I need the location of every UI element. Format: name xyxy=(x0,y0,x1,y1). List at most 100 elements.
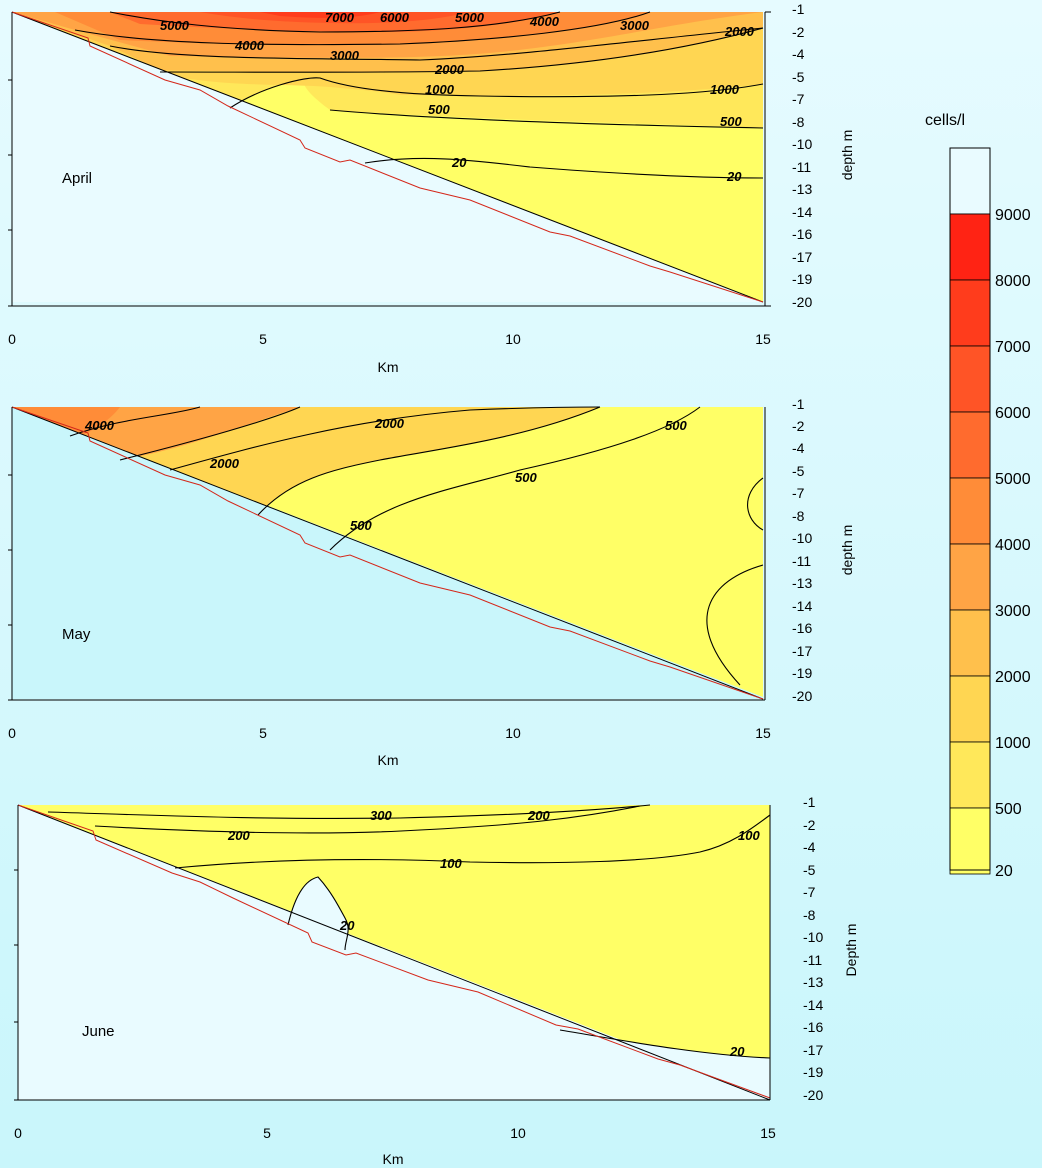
depth-tick-label: -8 xyxy=(792,508,805,524)
depth-tick-label: -5 xyxy=(792,69,805,85)
legend-swatches xyxy=(949,147,991,875)
x-tick-label: 15 xyxy=(760,1125,776,1141)
x-tick-label: 0 xyxy=(8,725,16,741)
panel-april-frame xyxy=(8,11,771,307)
legend-swatch xyxy=(949,609,991,677)
x-tick-label: 5 xyxy=(259,725,267,741)
depth-tick-label: -2 xyxy=(792,24,805,40)
panel-june-labels: 300 200 200 100 100 20 20 xyxy=(227,808,760,1059)
x-tick-label: 0 xyxy=(14,1125,22,1141)
contour-label: 2000 xyxy=(374,416,405,431)
contour-label: 500 xyxy=(515,470,537,485)
panel-label: April xyxy=(62,170,92,187)
depth-tick-label: -10 xyxy=(792,530,812,546)
panel-june-depth-ticks: -1 -2 -4 -5 -7 -8 -10 -11 -13 -14 -16 -1… xyxy=(803,794,823,1103)
depth-tick-label: -7 xyxy=(803,884,816,900)
depth-tick-label: -8 xyxy=(792,114,805,130)
depth-tick-label: -14 xyxy=(803,997,823,1013)
depth-tick-label: -2 xyxy=(792,418,805,434)
depth-tick-label: -7 xyxy=(792,485,805,501)
contour-label: 20 xyxy=(339,918,355,933)
depth-tick-label: -20 xyxy=(792,688,812,704)
contour-label: 3000 xyxy=(620,18,650,33)
panel-april-x-ticks: 0 5 10 15 xyxy=(8,331,771,347)
depth-tick-label: -19 xyxy=(792,665,812,681)
contour-label: 4000 xyxy=(234,38,265,53)
x-axis-title: Km xyxy=(378,752,399,768)
contour-label: 1000 xyxy=(425,82,455,97)
depth-tick-label: -10 xyxy=(803,929,823,945)
depth-tick-label: -11 xyxy=(803,952,822,968)
legend-labels: 9000 8000 7000 6000 5000 4000 3000 2000 1000 500 2… xyxy=(995,207,1031,880)
depth-tick-label: -4 xyxy=(792,46,805,62)
panel-june-shoreline xyxy=(17,804,771,1101)
contour-label: 500 xyxy=(665,418,687,433)
depth-tick-label: -14 xyxy=(792,598,812,614)
contour-label: 500 xyxy=(428,102,450,117)
panel-label: June xyxy=(82,1023,115,1040)
contour-label: 500 xyxy=(720,114,742,129)
panel-june: 300 200 200 100 100 20 20 June 0 5 10 15… xyxy=(14,794,859,1167)
legend-swatch xyxy=(949,345,991,413)
legend-swatch xyxy=(949,147,991,215)
legend-level-label: 1000 xyxy=(995,735,1031,752)
panel-label: May xyxy=(62,626,91,643)
x-tick-label: 10 xyxy=(510,1125,526,1141)
contour-label: 20 xyxy=(729,1044,745,1059)
depth-tick-label: -2 xyxy=(803,817,816,833)
contour-label: 4000 xyxy=(84,418,115,433)
panel-june-contours xyxy=(47,804,771,1059)
contour-label: 20 xyxy=(726,169,742,184)
legend-swatch xyxy=(949,213,991,281)
contour-label: 500 xyxy=(350,518,372,533)
depth-tick-label: -5 xyxy=(803,862,816,878)
legend-level-label: 4000 xyxy=(995,537,1031,554)
depth-tick-label: -19 xyxy=(803,1064,823,1080)
contour-label: 5000 xyxy=(455,10,485,25)
depth-tick-label: -20 xyxy=(792,294,812,310)
legend-level-label: 20 xyxy=(995,863,1013,880)
depth-tick-label: -4 xyxy=(803,839,816,855)
legend-level-label: 6000 xyxy=(995,405,1031,422)
contour-label: 200 xyxy=(527,808,550,823)
depth-tick-label: -1 xyxy=(803,794,816,810)
depth-tick-label: -16 xyxy=(803,1019,823,1035)
contour-label: 20 xyxy=(451,155,467,170)
panel-may: 4000 2000 2000 500 500 500 May 0 5 10 15… xyxy=(8,396,855,768)
contour-label: 300 xyxy=(370,808,392,823)
x-axis-title: Km xyxy=(383,1151,404,1167)
depth-tick-label: -14 xyxy=(792,204,812,220)
depth-tick-label: -13 xyxy=(803,974,823,990)
legend-swatch xyxy=(949,675,991,743)
depth-tick-label: -17 xyxy=(803,1042,823,1058)
legend-level-label: 3000 xyxy=(995,603,1031,620)
legend-level-label: 2000 xyxy=(995,669,1031,686)
contour-label: 100 xyxy=(738,828,760,843)
legend: cells/l 9000 8000 7000 6000 5000 4000 3000 2000… xyxy=(925,112,1031,880)
legend-frame xyxy=(949,147,991,871)
panel-april-depth-ticks: -1 -2 -4 -5 -7 -8 -10 -11 -13 -14 -16 -1… xyxy=(792,1,812,310)
panel-april-shoreline xyxy=(11,11,764,303)
y-axis-title: depth m xyxy=(839,130,855,181)
panel-june-x-ticks: 0 5 10 15 xyxy=(14,1125,776,1141)
depth-tick-label: -17 xyxy=(792,249,812,265)
x-axis-title: Km xyxy=(378,359,399,375)
contour-label: 4000 xyxy=(529,14,560,29)
legend-swatch xyxy=(949,543,991,611)
legend-level-label: 7000 xyxy=(995,339,1031,356)
depth-tick-label: -16 xyxy=(792,620,812,636)
panel-may-contours xyxy=(69,406,764,686)
contour-label: 2000 xyxy=(434,62,465,77)
legend-level-label: 9000 xyxy=(995,207,1031,224)
legend-level-label: 500 xyxy=(995,801,1022,818)
panel-may-x-ticks: 0 5 10 15 xyxy=(8,725,771,741)
x-tick-label: 0 xyxy=(8,331,16,347)
depth-tick-label: -4 xyxy=(792,440,805,456)
depth-tick-label: -20 xyxy=(803,1087,823,1103)
x-tick-label: 5 xyxy=(259,331,267,347)
legend-title: cells/l xyxy=(925,112,965,129)
depth-tick-label: -1 xyxy=(792,396,805,412)
legend-swatch xyxy=(949,741,991,809)
legend-swatch xyxy=(949,477,991,545)
